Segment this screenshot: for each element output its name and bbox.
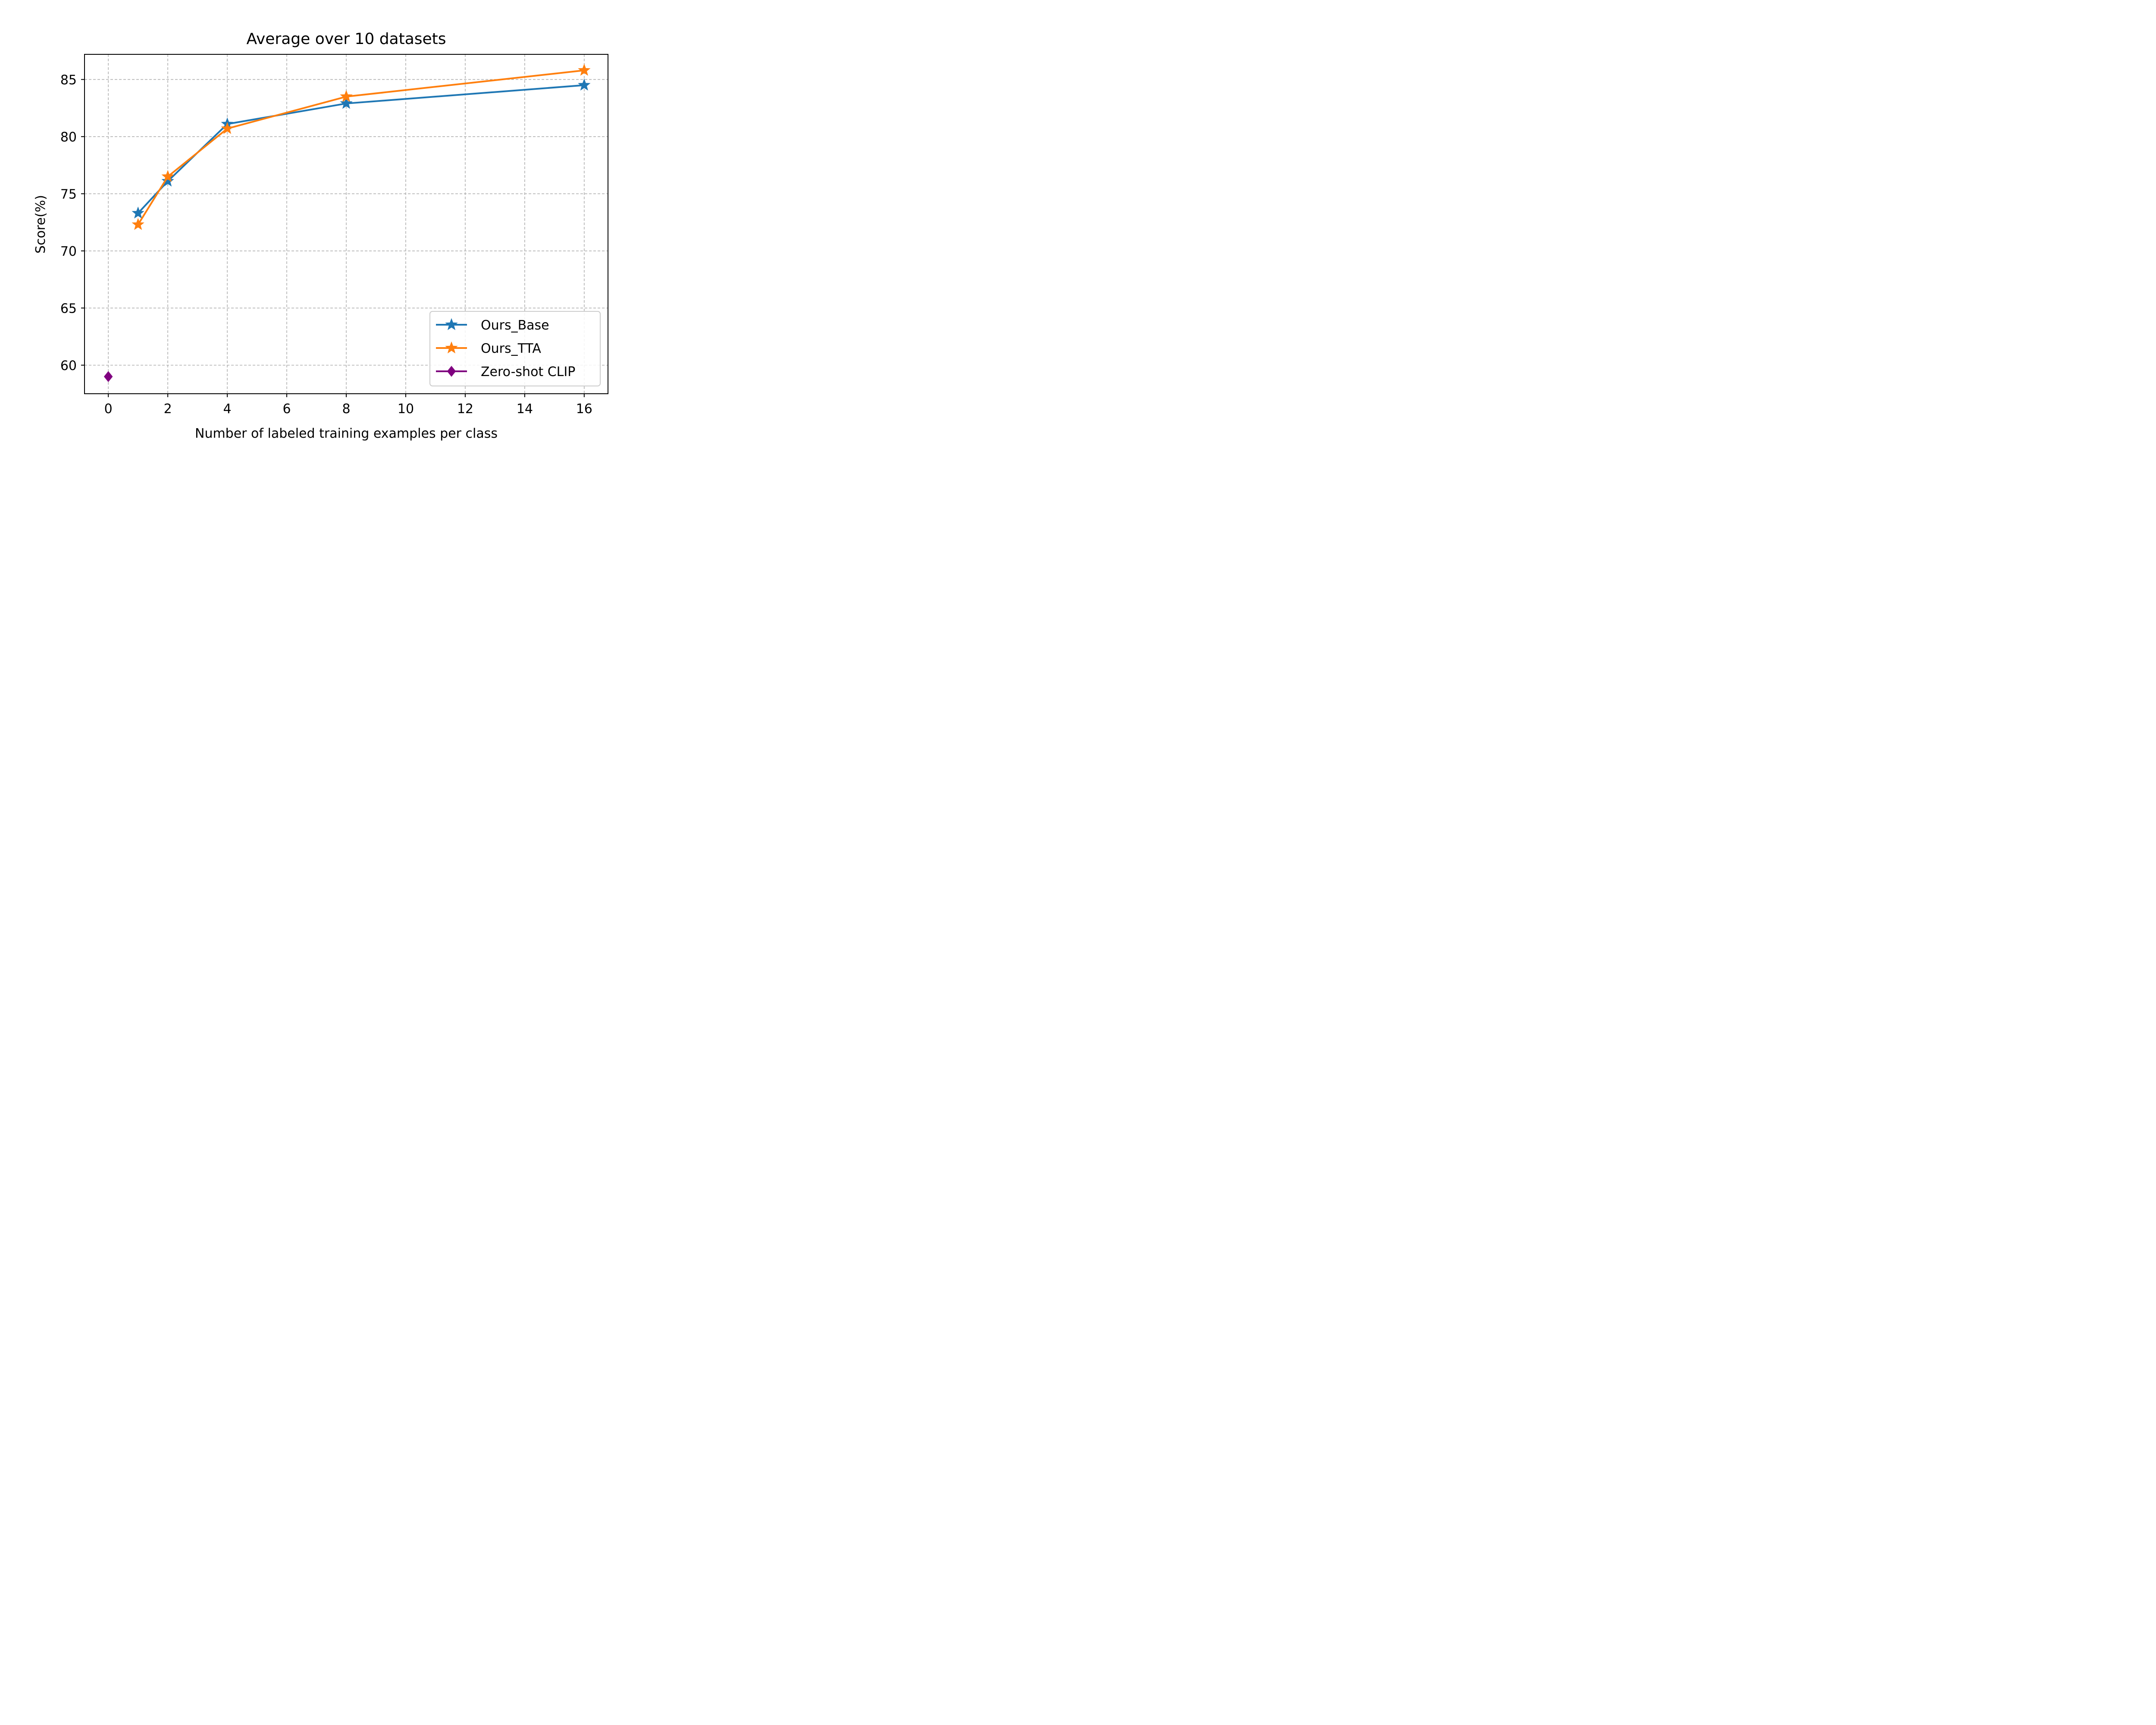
x-axis-label: Number of labeled training examples per … (195, 426, 498, 441)
y-tick-label: 80 (60, 130, 77, 145)
x-tick-label: 0 (104, 401, 113, 417)
y-tick-label: 75 (60, 187, 77, 202)
legend-item: Ours_Base (436, 318, 549, 333)
x-tick-label: 8 (342, 401, 350, 417)
series-line (137, 69, 585, 225)
chart: Average over 10 datasets 0 2 4 6 8 10 12 14 16 60… (0, 0, 665, 443)
legend: Ours_Base Ours_TTA Zero-shot CLIP (429, 311, 601, 386)
legend-item: Zero-shot CLIP (436, 364, 575, 380)
legend-label: Ours_Base (481, 318, 549, 333)
data-point (578, 78, 591, 91)
data-point (132, 218, 144, 230)
x-tick-label: 12 (457, 401, 473, 417)
data-point (340, 97, 353, 109)
y-tick-label: 65 (60, 301, 77, 316)
legend-box (429, 311, 601, 386)
plot-series (103, 63, 591, 383)
legend-label: Ours_TTA (481, 341, 541, 356)
legend-marker (445, 341, 458, 354)
grid (85, 54, 608, 394)
y-axis-label: Score(%) (33, 195, 48, 254)
y-tick-label: 70 (60, 244, 77, 259)
legend-marker (447, 366, 456, 377)
axis-ticks: 0 2 4 6 8 10 12 14 16 60 65 70 75 80 85 (60, 72, 592, 417)
x-tick-label: 4 (223, 401, 232, 417)
legend-marker (445, 318, 458, 330)
chart-title: Average over 10 datasets (246, 30, 446, 48)
x-tick-label: 14 (517, 401, 533, 417)
data-point (340, 90, 353, 102)
data-point (578, 63, 591, 76)
legend-item: Ours_TTA (436, 341, 541, 356)
series-ours-tta (132, 63, 591, 230)
series-zero-shot-clip (103, 371, 113, 383)
y-tick-label: 60 (60, 358, 77, 373)
data-point (132, 206, 144, 219)
data-point (103, 371, 113, 383)
series-ours-base (132, 78, 591, 219)
x-tick-label: 10 (398, 401, 414, 417)
legend-label: Zero-shot CLIP (481, 364, 575, 380)
x-tick-label: 2 (164, 401, 172, 417)
data-point (161, 170, 174, 182)
chart-svg: Average over 10 datasets 0 2 4 6 8 10 12 14 16 60… (33, 30, 608, 441)
data-point (161, 174, 174, 187)
data-point (221, 122, 234, 134)
x-tick-label: 6 (282, 401, 291, 417)
y-tick-label: 85 (60, 72, 77, 88)
x-tick-label: 16 (576, 401, 592, 417)
